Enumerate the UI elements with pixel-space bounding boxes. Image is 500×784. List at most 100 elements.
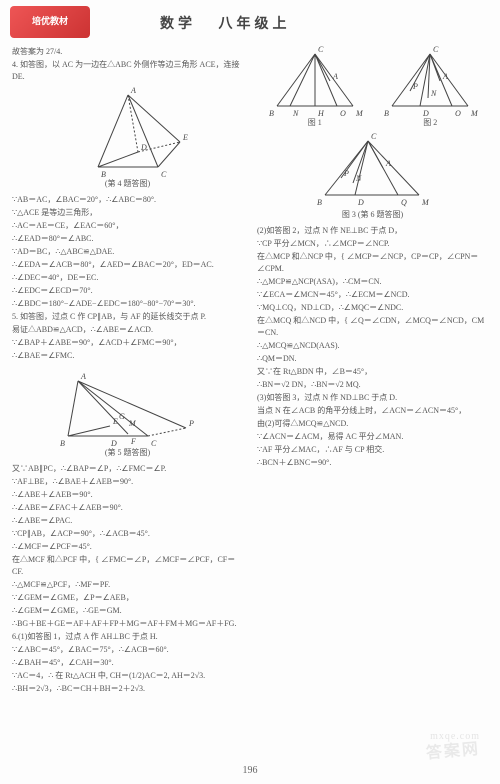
- figure-fig6_3: CBMNDAQP图 3 (第 6 题答图): [257, 133, 488, 221]
- svg-text:C: C: [161, 170, 167, 177]
- svg-text:A: A: [80, 372, 86, 381]
- svg-text:A: A: [442, 72, 448, 81]
- text-line: ∵AB＝AC，∠BAC＝20°，∴∠ABC＝80°.: [12, 194, 243, 206]
- text-line: ∵MQ⊥CQ，ND⊥CD，∴∠MQC＝∠NDC.: [257, 302, 488, 314]
- svg-text:P: P: [343, 169, 349, 178]
- text-line: 又∵AB∥PC，∴∠BAP＝∠P，∴∠FMC＝∠P.: [12, 463, 243, 475]
- page-number: 196: [0, 763, 500, 778]
- svg-text:N: N: [430, 89, 437, 98]
- text-line: ∴AC＝AE＝CE，∠EAC＝60°，: [12, 220, 243, 232]
- subject-label: 数学: [160, 17, 196, 32]
- svg-text:G: G: [119, 412, 125, 421]
- svg-text:E: E: [182, 133, 188, 142]
- svg-text:C: C: [371, 133, 377, 141]
- text-line: ∴△MCP≌△NCP(ASA)，∴CM＝CN.: [257, 276, 488, 288]
- text-line: ∴∠DEC＝40°，DE＝EC.: [12, 272, 243, 284]
- text-line: 当点 N 在∠ACB 的角平分线上时，∠ACN＝∠ACN＝45°，: [257, 405, 488, 417]
- text-line: 在△MCP 和△NCP 中，{ ∠MCP＝∠NCP，CP＝CP，∠CPN＝∠CP…: [257, 251, 488, 275]
- text-line: ∵∠BAP＋∠ABE＝90°，∠ACD＋∠FMC＝90°，: [12, 337, 243, 349]
- figure-fig5: ABCDEFGMP(第 5 题答图): [12, 366, 243, 459]
- page-header: 数学 八年级上: [160, 14, 291, 35]
- text-line: ∵∠ABC＝45°，∠BAC＝75°，∴∠ACB＝60°.: [12, 644, 243, 656]
- svg-text:C: C: [433, 46, 439, 54]
- figure-fig6_2: CBMPDQAN图 2: [380, 46, 480, 129]
- text-line: ∴∠GEM＝∠GME，∴GE＝GM.: [12, 605, 243, 617]
- svg-text:M: M: [421, 198, 430, 207]
- text-line: ∴QM＝DN.: [257, 353, 488, 365]
- svg-text:C: C: [318, 46, 324, 54]
- text-line: ∵AD＝BC，∴△ABC≌△DAE.: [12, 246, 243, 258]
- text-line: ∴∠BAH＝45°，∠CAH＝30°.: [12, 657, 243, 669]
- svg-text:Q: Q: [401, 198, 407, 207]
- text-line: (3)如答图 3，过点 N 作 ND⊥BC 于点 D.: [257, 392, 488, 404]
- brand-logo: 培优教材: [10, 6, 90, 38]
- figure-caption: (第 4 题答图): [12, 178, 243, 190]
- svg-text:D: D: [110, 439, 117, 446]
- text-line: ∴△MCF≌△PCF，∴MF＝PF.: [12, 579, 243, 591]
- geometry-figure: CBMPDQAN: [380, 46, 480, 116]
- svg-text:Q: Q: [455, 109, 461, 116]
- text-line: ∵AF⊥BE，∴∠BAE＋∠AEB＝90°.: [12, 476, 243, 488]
- svg-text:B: B: [317, 198, 322, 207]
- svg-text:M: M: [470, 109, 479, 116]
- svg-text:A: A: [130, 87, 136, 95]
- text-line: ∴BG＋BE＋GE＝AF＋AF＋FP＋MG＝AF＋FM＋MG＝AF＋FG.: [12, 618, 243, 630]
- geometry-figure: C B M N D A Q P: [313, 133, 433, 208]
- text-line: ∵∠ECA＝∠MCN＝45°，∴∠ECM＝∠NCD.: [257, 289, 488, 301]
- figure-fig6_1: C B M N H Q A 图 1: [265, 46, 365, 129]
- geometry-figure: A B C D E: [68, 87, 188, 177]
- content-columns: 故答案为 27/4.4. 如答图，以 AC 为一边在△ABC 外侧作等边三角形 …: [12, 46, 488, 760]
- text-line: ∴∠BAE＝∠FMC.: [12, 350, 243, 362]
- svg-text:Q: Q: [340, 109, 346, 116]
- svg-text:A: A: [385, 159, 391, 168]
- svg-text:D: D: [140, 143, 147, 152]
- text-line: ∴△MCQ≌△NCD(AAS).: [257, 340, 488, 352]
- text-line: ∵CP 平分∠MCN，∴∠MCP＝∠NCP.: [257, 238, 488, 250]
- svg-text:E: E: [112, 417, 118, 426]
- text-line: ∵△ACE 是等边三角形，: [12, 207, 243, 219]
- geometry-figure: C B M N H Q A: [265, 46, 365, 116]
- svg-text:H: H: [317, 109, 325, 116]
- text-line: ∴∠ABE＝∠PAC.: [12, 515, 243, 527]
- svg-text:N: N: [355, 174, 362, 183]
- text-line: ∴∠MCF＝∠PCF＝45°.: [12, 541, 243, 553]
- figure-pair: CBMNHQA图 1CBMPDQAN图 2: [257, 46, 488, 129]
- svg-text:M: M: [355, 109, 364, 116]
- text-line: (2)如答图 2，过点 N 作 NE⊥BC 于点 D，: [257, 225, 488, 237]
- figure-caption: 图 2: [380, 117, 480, 129]
- svg-text:D: D: [357, 198, 364, 207]
- text-line: ∴BH＝2√3，∴BC＝CH＋BH＝2＋2√3.: [12, 683, 243, 695]
- text-line: ∴∠BDC＝180°−∠ADE−∠EDC＝180°−80°−70°＝30°.: [12, 298, 243, 310]
- svg-text:F: F: [130, 437, 136, 446]
- text-line: ∵∠ACN＝∠ACM，易得 AC 平分∠MAN.: [257, 431, 488, 443]
- page-root: { "meta": { "logo_text": "培优教材", "logo_s…: [0, 0, 500, 784]
- logo-text: 培优教材: [32, 15, 68, 29]
- text-line: ∴∠ABE＋∠AEB＝90°.: [12, 489, 243, 501]
- svg-text:B: B: [101, 170, 106, 177]
- text-line: ∴∠ABE＝∠FAC＋∠AEB＝90°.: [12, 502, 243, 514]
- svg-text:C: C: [151, 439, 157, 446]
- text-line: ∴∠EDA＝∠ACB＝80°，∠AED＝∠BAC＝20°，ED＝AC.: [12, 259, 243, 271]
- svg-text:N: N: [292, 109, 299, 116]
- svg-text:A: A: [332, 72, 338, 81]
- text-line: 在△MCF 和△PCF 中，{ ∠FMC＝∠P，∠MCF＝∠PCF，CF＝CF.: [12, 554, 243, 578]
- text-line: 5. 如答图，过点 C 作 CP∥AB，与 AF 的延长线交于点 P.: [12, 311, 243, 323]
- text-line: ∵AF 平分∠MAC，∴AF 与 CP 相交.: [257, 444, 488, 456]
- figure-caption: 图 1: [265, 117, 365, 129]
- text-line: ∴∠EDC＝∠ECD＝70°.: [12, 285, 243, 297]
- text-line: 又∵在 Rt△BDN 中，∠B＝45°，: [257, 366, 488, 378]
- svg-text:P: P: [412, 82, 418, 91]
- svg-text:M: M: [128, 419, 137, 428]
- svg-text:D: D: [422, 109, 429, 116]
- text-line: ∵AC＝4，∴ 在 Rt△ACH 中, CH＝(1/2)AC＝2, AH＝2√3…: [12, 670, 243, 682]
- text-line: 故答案为 27/4.: [12, 46, 243, 58]
- text-line: 由(2)可得△MCQ≌△NCD.: [257, 418, 488, 430]
- text-line: ∴∠EAD＝80°＝∠ABC.: [12, 233, 243, 245]
- svg-text:P: P: [188, 419, 194, 428]
- text-line: 6.(1)如答图 1，过点 A 作 AH⊥BC 于点 H.: [12, 631, 243, 643]
- text-line: 4. 如答图，以 AC 为一边在△ABC 外侧作等边三角形 ACE，连接 DE.: [12, 59, 243, 83]
- text-line: 在△MCQ 和△NCD 中，{ ∠Q＝∠CDN，∠MCQ＝∠NCD，CM＝CN.: [257, 315, 488, 339]
- text-line: ∵CP∥AB，∠ACP＝90°，∴∠ACB＝45°.: [12, 528, 243, 540]
- figure-caption: (第 5 题答图): [12, 447, 243, 459]
- svg-text:B: B: [269, 109, 274, 116]
